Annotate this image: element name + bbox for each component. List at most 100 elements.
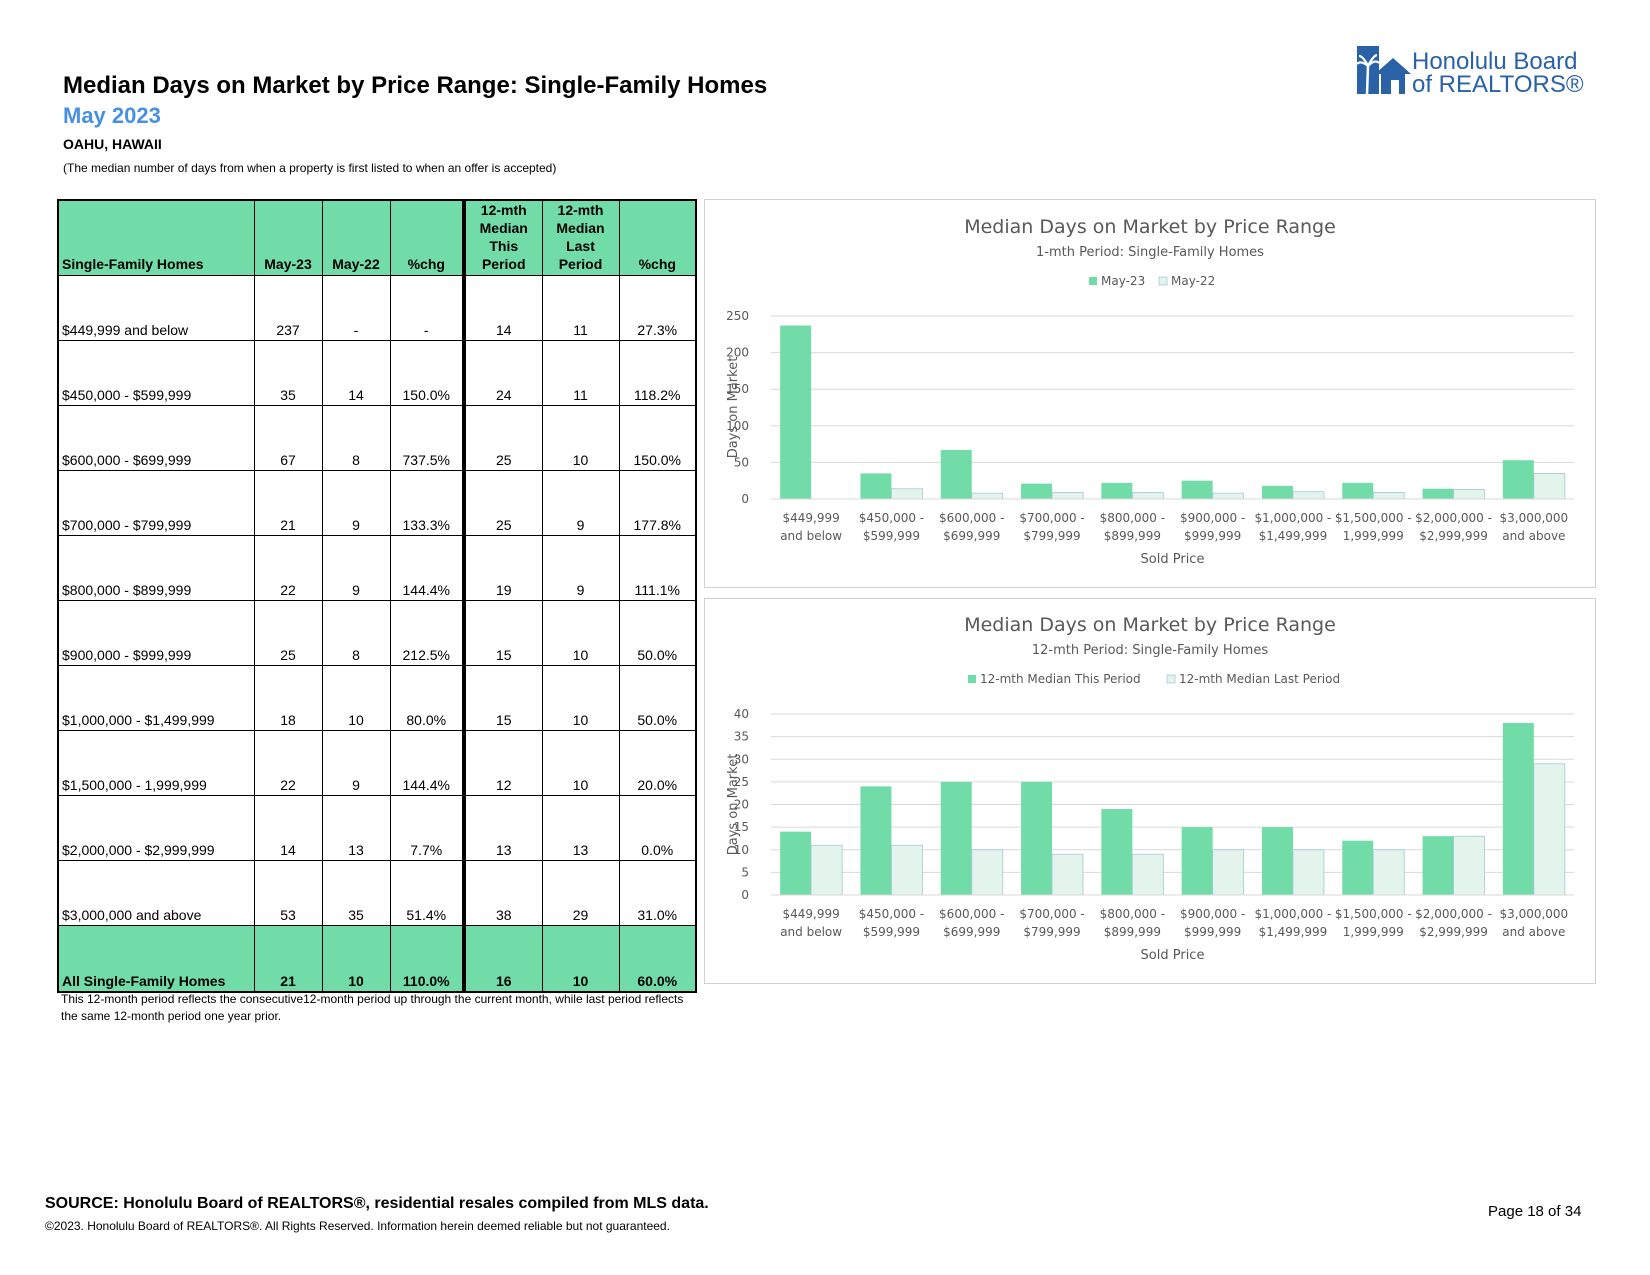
legend-label: May-23 — [1101, 274, 1145, 288]
x-tick-label: $600,000 - — [939, 907, 1004, 921]
x-tick-label: $899,999 — [1104, 529, 1161, 543]
col-header-may22: May-22 — [321, 199, 391, 276]
x-tick-label: $3,000,000 — [1499, 907, 1568, 921]
y-tick-label: 35 — [734, 730, 749, 744]
y-tick-label: 25 — [734, 775, 749, 789]
cell-pctchg-12mth: 20.0% — [618, 730, 697, 796]
bar-may-23 — [940, 449, 972, 499]
legend-label: 12-mth Median This Period — [980, 672, 1141, 686]
cell-12mth-last: 9 — [541, 470, 620, 536]
y-tick-label: 200 — [726, 346, 749, 360]
bar-12-mth-median-last-period — [971, 849, 1004, 896]
cell-12mth-last: 10 — [541, 405, 620, 471]
cell-12mth-this: 15 — [462, 665, 543, 731]
cell-pctchg-12mth: 50.0% — [618, 600, 697, 666]
cell-pctchg-1mth: 144.4% — [389, 730, 465, 796]
cell-pctchg-1mth: 80.0% — [389, 665, 465, 731]
col-header-12mth-this: 12-mth Median This Period — [462, 199, 543, 276]
cell-may22: 9 — [321, 470, 391, 536]
bar-12-mth-median-last-period — [1212, 849, 1245, 896]
x-tick-label: $900,000 - — [1180, 907, 1245, 921]
cell-may23: 67 — [253, 405, 323, 471]
cell-12mth-last: 11 — [541, 340, 620, 406]
cell-may22: - — [321, 275, 391, 341]
x-tick-label: $599,999 — [863, 925, 920, 939]
chart-12mth-period: Median Days on Market by Price Range 12-m… — [704, 598, 1596, 984]
y-tick-label: 10 — [734, 843, 749, 857]
legend-swatch — [1166, 674, 1176, 684]
cell-may22: 10 — [321, 925, 391, 993]
cell-range: $800,000 - $899,999 — [57, 535, 255, 601]
x-tick-label: $999,999 — [1184, 925, 1241, 939]
col-header-may23: May-23 — [253, 199, 323, 276]
x-tick-label: $449,999 — [783, 907, 840, 921]
cell-range: $2,000,000 - $2,999,999 — [57, 795, 255, 861]
cell-pctchg-12mth: 50.0% — [618, 665, 697, 731]
legend-label: May-22 — [1171, 274, 1215, 288]
col-header-range: Single-Family Homes — [57, 199, 255, 276]
bar-may-23 — [1101, 482, 1133, 499]
cell-12mth-last: 13 — [541, 795, 620, 861]
cell-range: $1,500,000 - 1,999,999 — [57, 730, 255, 796]
x-tick-label: $2,999,999 — [1419, 529, 1488, 543]
table-row: $900,000 - $999,999 25 8 212.5% 15 10 50.0% — [57, 600, 697, 666]
cell-may22: 10 — [321, 665, 391, 731]
x-tick-label: $3,000,000 — [1499, 511, 1568, 525]
bar-12-mth-median-this-period — [860, 786, 892, 895]
cell-range: $3,000,000 and above — [57, 860, 255, 926]
bar-12-mth-median-last-period — [1051, 853, 1084, 896]
cell-range: $1,000,000 - $1,499,999 — [57, 665, 255, 731]
bar-may-22 — [1372, 492, 1405, 500]
y-tick-label: 250 — [726, 309, 749, 323]
cell-range: $600,000 - $699,999 — [57, 405, 255, 471]
table-row: $3,000,000 and above 53 35 51.4% 38 29 31.0% — [57, 860, 697, 926]
bar-12-mth-median-last-period — [1292, 849, 1325, 896]
y-tick-label: 20 — [734, 798, 749, 812]
y-tick-label: 5 — [741, 865, 749, 879]
x-tick-label: $800,000 - — [1100, 907, 1165, 921]
y-tick-label: 30 — [734, 752, 749, 766]
chart-subtitle: 1-mth Period: Single-Family Homes — [1036, 245, 1264, 260]
bar-may-22 — [1533, 472, 1566, 500]
x-tick-label: $700,000 - — [1019, 907, 1084, 921]
cell-may23: 21 — [253, 470, 323, 536]
cell-pctchg-12mth: 0.0% — [618, 795, 697, 861]
x-tick-label: $800,000 - — [1100, 511, 1165, 525]
bar-12-mth-median-this-period — [1342, 840, 1374, 895]
bar-may-22 — [1212, 492, 1245, 500]
x-tick-label: $1,499,999 — [1259, 529, 1328, 543]
cell-12mth-last: 10 — [541, 730, 620, 796]
cell-range: $700,000 - $799,999 — [57, 470, 255, 536]
cell-may23: 14 — [253, 795, 323, 861]
table-row: $449,999 and below 237- -14 11 27.3% — [57, 275, 697, 341]
bar-12-mth-median-last-period — [891, 844, 923, 896]
cell-12mth-last: 10 — [541, 600, 620, 666]
cell-pctchg-12mth: 150.0% — [618, 405, 697, 471]
cell-pctchg-1mth: 7.7% — [389, 795, 465, 861]
cell-may22: 9 — [321, 730, 391, 796]
cell-12mth-this: 38 — [462, 860, 543, 926]
y-axis-label: Days on Market — [726, 357, 741, 459]
y-tick-label: 0 — [741, 888, 749, 902]
cell-may23: 22 — [253, 535, 323, 601]
cell-12mth-this: 16 — [462, 925, 543, 993]
chart-title: Median Days on Market by Price Range — [964, 614, 1336, 636]
chart-subtitle: 12-mth Period: Single-Family Homes — [1032, 643, 1268, 658]
cell-may23: 22 — [253, 730, 323, 796]
x-tick-label: $1,000,000 - — [1255, 907, 1332, 921]
x-tick-label: $799,999 — [1023, 925, 1080, 939]
copyright-note: ©2023. Honolulu Board of REALTORS®. All … — [45, 1219, 670, 1233]
y-tick-label: 150 — [726, 382, 749, 396]
bar-may-23 — [1021, 483, 1053, 499]
cell-12mth-this: 25 — [462, 470, 543, 536]
bar-may-23 — [860, 473, 892, 499]
x-tick-label: and above — [1502, 529, 1565, 543]
cell-pctchg-1mth: 133.3% — [389, 470, 465, 536]
x-tick-label: and above — [1502, 925, 1565, 939]
x-tick-label: $799,999 — [1023, 529, 1080, 543]
col-header-12mth-last: 12-mth Median Last Period — [541, 199, 620, 276]
x-axis-label: Sold Price — [1141, 948, 1205, 963]
x-tick-label: $899,999 — [1104, 925, 1161, 939]
bar-may-22 — [1051, 492, 1084, 500]
x-tick-label: and below — [780, 925, 842, 939]
